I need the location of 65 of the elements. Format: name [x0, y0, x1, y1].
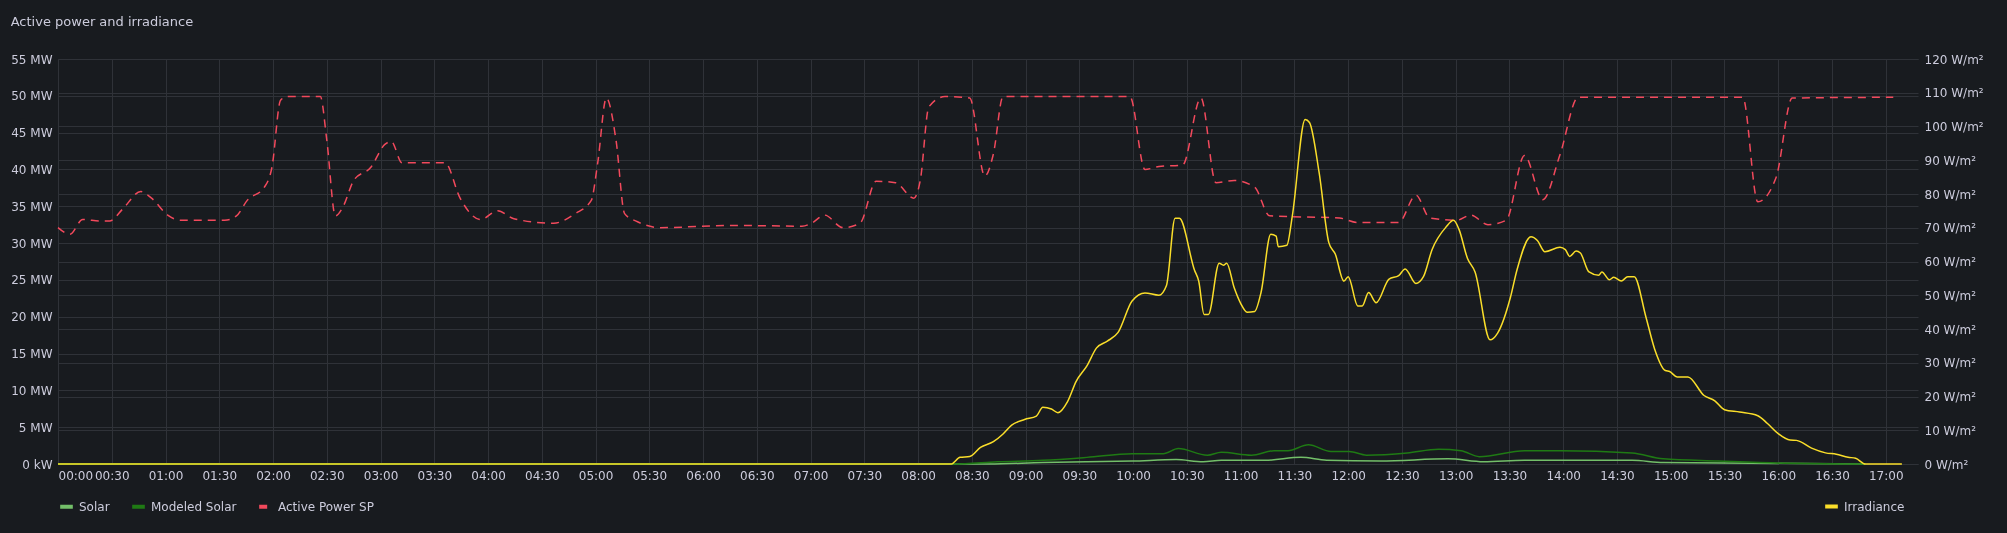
- x-tick-label: 09:00: [1008, 468, 1044, 483]
- x-tick-label: 10:00: [1116, 468, 1151, 483]
- x-tick-label: 16:30: [1815, 468, 1850, 483]
- y-tick-label: 0 kW: [22, 457, 53, 472]
- y-tick-label: 15 MW: [11, 347, 53, 362]
- y2-tick-label: 110 W/m²: [1924, 86, 1984, 101]
- x-tick-label: 01:00: [148, 468, 184, 483]
- x-tick-label: 13:30: [1492, 468, 1528, 483]
- legend-label: Irradiance: [1844, 499, 1905, 514]
- x-tick-label: 10:30: [1170, 468, 1205, 483]
- y2-tick-label: 100 W/m²: [1924, 120, 1984, 134]
- x-tick-label: 00:30: [94, 468, 130, 483]
- y2-tick-label: 40 W/m²: [1924, 322, 1977, 337]
- y-tick-label: 30 MW: [11, 236, 53, 251]
- x-tick-label: 02:30: [309, 468, 345, 483]
- y2-tick-label: 0 W/m²: [1924, 457, 1969, 472]
- y-tick-label: 55 MW: [11, 52, 53, 67]
- y-tick-label: 50 MW: [11, 89, 53, 104]
- y2-tick-label: 30 W/m²: [1924, 356, 1977, 371]
- y2-tick-label: 120 W/m²: [1924, 52, 1984, 67]
- y2-tick-label: 10 W/m²: [1924, 423, 1977, 438]
- x-tick-label: 00:00: [58, 468, 94, 483]
- y2-tick-label: 20 W/m²: [1924, 390, 1977, 404]
- x-tick-label: 08:30: [955, 468, 990, 483]
- y2-tick-label: 80 W/m²: [1924, 187, 1977, 202]
- x-tick-label: 07:00: [793, 468, 829, 483]
- x-tick-label: 06:30: [740, 468, 775, 483]
- x-tick-label: 14:30: [1600, 468, 1635, 483]
- y-tick-label: 40 MW: [11, 162, 53, 177]
- x-tick-label: 11:30: [1277, 468, 1313, 483]
- x-tick-label: 05:00: [578, 468, 614, 483]
- legend-label: Active Power SP: [278, 499, 374, 514]
- x-tick-label: 13:00: [1438, 468, 1474, 483]
- x-tick-label: 12:30: [1385, 468, 1420, 483]
- y-tick-label: 5 MW: [18, 420, 53, 435]
- x-tick-label: 04:30: [525, 468, 560, 483]
- y2-tick-label: 70 W/m²: [1924, 221, 1977, 236]
- y-tick-label: 45 MW: [11, 126, 53, 141]
- x-tick-label: 07:30: [847, 468, 883, 483]
- y2-tick-label: 50 W/m²: [1924, 288, 1977, 303]
- x-tick-label: 14:00: [1546, 468, 1581, 483]
- y-tick-label: 35 MW: [11, 199, 53, 214]
- x-tick-label: 15:00: [1653, 468, 1689, 483]
- x-tick-label: 01:30: [202, 468, 238, 483]
- x-tick-label: 16:00: [1761, 468, 1797, 483]
- x-tick-label: 11:00: [1223, 468, 1259, 483]
- legend-label: Modeled Solar: [151, 499, 237, 514]
- x-tick-label: 12:00: [1331, 468, 1366, 483]
- x-tick-label: 04:00: [471, 468, 506, 483]
- x-tick-label: 15:30: [1707, 468, 1743, 483]
- x-tick-label: 06:00: [686, 468, 721, 483]
- y-tick-label: 10 MW: [11, 383, 53, 398]
- x-tick-label: 02:00: [256, 468, 291, 483]
- y2-tick-label: 60 W/m²: [1924, 255, 1977, 269]
- legend-label: Solar: [79, 499, 110, 514]
- x-tick-label: 08:00: [901, 468, 936, 483]
- x-tick-label: 09:30: [1062, 468, 1098, 483]
- x-tick-label: 03:30: [417, 468, 453, 483]
- y-tick-label: 20 MW: [11, 310, 53, 325]
- x-tick-label: 03:00: [363, 468, 399, 483]
- chart-title: Active power and irradiance: [10, 14, 194, 29]
- y2-tick-label: 90 W/m²: [1924, 153, 1977, 168]
- x-tick-label: 05:30: [632, 468, 668, 483]
- x-tick-label: 17:00: [1868, 468, 1904, 483]
- y-tick-label: 25 MW: [11, 273, 53, 288]
